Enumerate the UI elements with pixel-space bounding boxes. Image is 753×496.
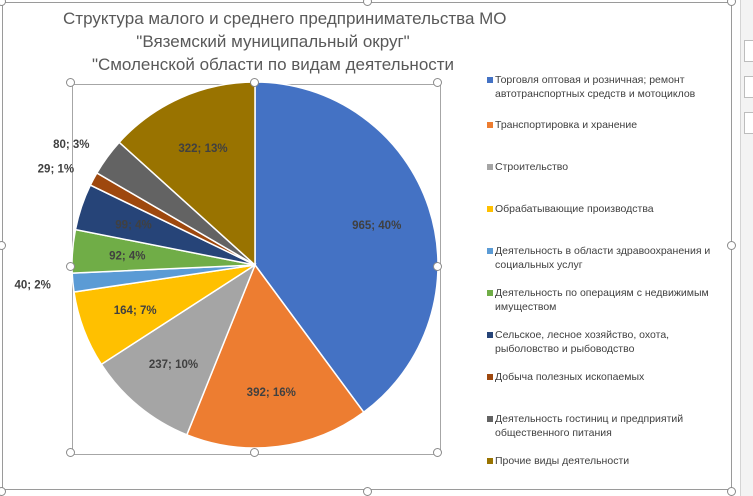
pie-slice-2[interactable] (100, 263, 257, 436)
plot-area-resize-handle-br[interactable] (433, 448, 442, 457)
legend-item-1[interactable]: Транспортировка и хранение (487, 118, 727, 132)
legend-label-3: Обрабатывающие производства (495, 203, 654, 215)
data-label-4: 40; 2% (14, 280, 50, 292)
legend-swatch-9 (487, 458, 493, 464)
data-label-5: 92; 4% (109, 250, 145, 262)
pie-slice-1[interactable] (185, 263, 365, 449)
data-label-3: 164; 7% (114, 305, 157, 317)
legend-item-5[interactable]: Деятельность по операциям с недвижимым и… (487, 286, 727, 314)
legend-item-0[interactable]: Торговля оптовая и розничная; ремонт авт… (487, 73, 727, 101)
legend-label-5: Деятельность по операциям с недвижимым и… (495, 287, 709, 313)
legend-item-9[interactable]: Прочие виды деятельности (487, 454, 727, 468)
legend-label-0: Торговля оптовая и розничная; ремонт авт… (495, 74, 696, 100)
plot-area-resize-handle-mr[interactable] (433, 262, 442, 271)
legend-swatch-3 (487, 206, 493, 212)
chart-elements-button[interactable] (744, 40, 753, 62)
plot-area-resize-handle-bm[interactable] (250, 448, 259, 457)
pie-slice-0[interactable] (254, 81, 439, 414)
data-label-8: 80; 3% (53, 139, 89, 151)
data-label-1: 392; 16% (247, 387, 296, 399)
data-label-6: 99; 4% (115, 219, 151, 231)
chart-area-resize-handle-bm[interactable] (363, 487, 372, 496)
plot-area-resize-handle-ml[interactable] (66, 262, 75, 271)
legend-swatch-6 (487, 332, 493, 338)
legend-swatch-1 (487, 122, 493, 128)
legend-item-2[interactable]: Строительство (487, 160, 727, 174)
chart-area-resize-handle-br[interactable] (727, 487, 736, 496)
legend-item-6[interactable]: Сельское, лесное хозяйство, охота, рыбол… (487, 328, 727, 356)
plot-area-resize-handle-tl[interactable] (66, 78, 75, 87)
legend-label-4: Деятельность в области здравоохранения и… (495, 245, 711, 271)
data-label-9: 322; 13% (178, 143, 227, 155)
plot-area-resize-handle-tr[interactable] (433, 78, 442, 87)
data-label-2: 237; 10% (149, 359, 198, 371)
chart-area-resize-handle-tm[interactable] (363, 0, 372, 6)
legend-swatch-8 (487, 416, 493, 422)
legend-item-8[interactable]: Деятельность гостиниц и предприятий обще… (487, 412, 727, 440)
chart-area-resize-handle-tr[interactable] (727, 0, 736, 6)
plot-area-resize-handle-bl[interactable] (66, 448, 75, 457)
legend-item-4[interactable]: Деятельность в области здравоохранения и… (487, 244, 727, 272)
chart-title: Структура малого и среднего предпринимат… (63, 7, 507, 76)
chart-title-line-1: Структура малого и среднего предпринимат… (63, 9, 507, 28)
chart-area-resize-handle-ml[interactable] (0, 241, 6, 250)
chart-styles-button[interactable] (744, 76, 753, 98)
legend-label-7: Добыча полезных ископаемых (495, 371, 645, 383)
legend-label-2: Строительство (495, 161, 569, 173)
legend-swatch-0 (487, 77, 493, 83)
chart-side-toolbar (740, 0, 753, 496)
chart-area-resize-handle-tl[interactable] (0, 0, 6, 6)
chart-area-resize-handle-bl[interactable] (0, 487, 6, 496)
pie-chart: 965; 40% 392; 16% 237; 10% 164; 7% 40; 2% 92;… (14, 81, 439, 449)
legend-item-3[interactable]: Обрабатывающие производства (487, 202, 727, 216)
legend-swatch-2 (487, 164, 493, 170)
chart-filters-button[interactable] (744, 112, 753, 134)
chart-title-line-2: "Вяземский муниципальный округ" (136, 32, 410, 51)
legend-swatch-5 (487, 290, 493, 296)
legend-swatch-7 (487, 374, 493, 380)
legend-label-1: Транспортировка и хранение (495, 119, 638, 131)
chart-title-line-3: "Смоленской области по видам деятельност… (91, 55, 455, 74)
legend-label-6: Сельское, лесное хозяйство, охота, рыбол… (495, 329, 670, 355)
legend-label-9: Прочие виды деятельности (495, 455, 630, 467)
pie-slice-9[interactable] (118, 81, 256, 267)
chart-area-resize-handle-mr[interactable] (727, 241, 736, 250)
plot-area-resize-handle-tm[interactable] (250, 78, 259, 87)
legend-label-8: Деятельность гостиниц и предприятий обще… (495, 413, 684, 439)
legend-swatch-4 (487, 248, 493, 254)
data-label-7: 29; 1% (38, 164, 74, 176)
legend-item-7[interactable]: Добыча полезных ископаемых (487, 370, 727, 384)
chart-area[interactable]: Структура малого и среднего предпринимат… (2, 2, 732, 490)
data-label-0: 965; 40% (352, 220, 401, 232)
